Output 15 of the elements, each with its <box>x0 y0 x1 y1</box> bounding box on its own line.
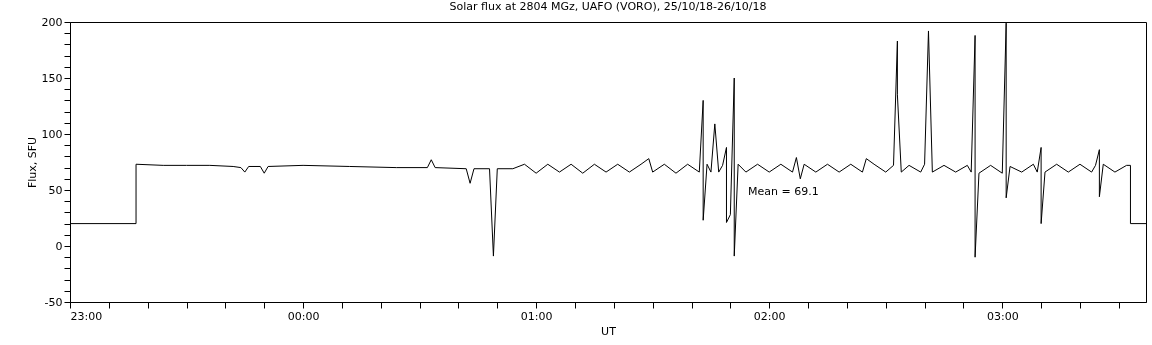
y-axis-title: Flux, SFU <box>25 136 39 189</box>
annotation: Mean = 69.1 <box>748 185 819 198</box>
y-tick-label: 0 <box>55 239 63 253</box>
y-tick-label: 50 <box>48 183 63 197</box>
chart-title: Solar flux at 2804 MGz, UAFO (VORO), 25/10/18-26/10/18 <box>449 0 767 13</box>
x-axis-title: UT <box>601 324 617 338</box>
y-tick-label: -50 <box>44 295 63 309</box>
x-tick-label: 02:00 <box>753 309 786 323</box>
x-tick-label: 01:00 <box>520 309 553 323</box>
y-tick-label: 100 <box>41 127 63 141</box>
x-tick-label: 03:00 <box>986 309 1019 323</box>
y-tick-label: 150 <box>41 71 63 85</box>
y-tick-label: 200 <box>41 15 63 29</box>
x-tick-label: 23:00 <box>70 309 103 323</box>
x-tick-label: 00:00 <box>287 309 320 323</box>
